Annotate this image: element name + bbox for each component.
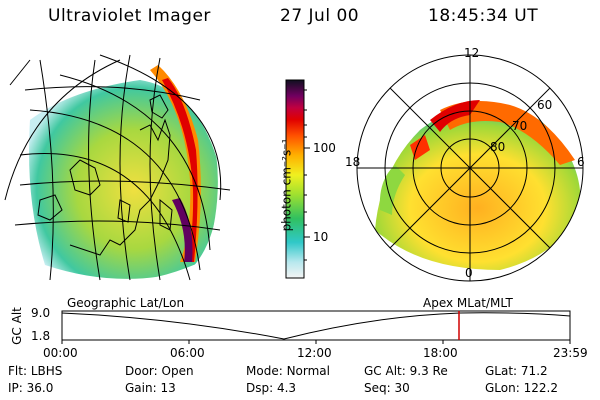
status-dsp-value: 4.3 bbox=[276, 381, 297, 395]
lat-70-label: 70 bbox=[512, 119, 528, 133]
altitude-ylabel: GC Alt bbox=[9, 307, 24, 345]
status-mode-label: Mode: bbox=[246, 364, 283, 378]
colorbar bbox=[285, 79, 310, 279]
status-gain: Gain: 13 bbox=[125, 381, 176, 395]
status-flt-label: Flt: bbox=[8, 364, 27, 378]
mlt-18-label: 18 bbox=[345, 155, 361, 169]
altitude-xtick-0000: 00:00 bbox=[43, 346, 78, 360]
right-image-caption: Apex MLat/MLT bbox=[423, 296, 513, 310]
status-glon-label: GLon: bbox=[485, 381, 520, 395]
status-seq-value: 30 bbox=[394, 381, 410, 395]
status-glon: GLon: 122.2 bbox=[485, 381, 558, 395]
status-gain-label: Gain: bbox=[125, 381, 157, 395]
altitude-plot bbox=[61, 310, 571, 344]
date-label: 27 Jul 00 bbox=[280, 6, 360, 26]
colorbar-tick-100: 100 bbox=[313, 141, 336, 155]
status-door-label: Door: bbox=[125, 364, 158, 378]
left-image-caption: Geographic Lat/Lon bbox=[67, 296, 185, 310]
mlt-0-label: 0 bbox=[465, 266, 473, 280]
status-dsp-label: Dsp: bbox=[246, 381, 274, 395]
status-glat: GLat: 71.2 bbox=[485, 364, 548, 378]
geographic-image bbox=[4, 54, 231, 281]
altitude-ytick-low: 1.8 bbox=[31, 329, 51, 343]
altitude-xtick-2359: 23:59 bbox=[553, 346, 588, 360]
altitude-xtick-1800: 18:00 bbox=[423, 346, 458, 360]
status-glat-label: GLat: bbox=[485, 364, 518, 378]
status-door: Door: Open bbox=[125, 364, 194, 378]
altitude-ytick-high: 9.0 bbox=[31, 306, 51, 320]
app-title: Ultraviolet Imager bbox=[48, 6, 211, 26]
status-seq-label: Seq: bbox=[364, 381, 391, 395]
status-mode: Mode: Normal bbox=[246, 364, 330, 378]
status-mode-value: Normal bbox=[286, 364, 330, 378]
status-gc-alt: GC Alt: 9.3 Re bbox=[364, 364, 448, 378]
time-label: 18:45:34 UT bbox=[428, 6, 539, 26]
mlat-mlt-image bbox=[356, 54, 584, 282]
lat-60-label: 60 bbox=[537, 98, 553, 112]
status-gc-alt-label: GC Alt: bbox=[364, 364, 406, 378]
status-ip-label: IP: bbox=[8, 381, 23, 395]
altitude-xtick-1200: 12:00 bbox=[297, 346, 332, 360]
status-flt: Flt: LBHS bbox=[8, 364, 62, 378]
colorbar-unit-label: photon cm⁻²s⁻¹ bbox=[279, 138, 294, 232]
status-gc-alt-value: 9.3 Re bbox=[409, 364, 448, 378]
status-dsp: Dsp: 4.3 bbox=[246, 381, 296, 395]
mlt-12-label: 12 bbox=[464, 46, 480, 60]
status-door-value: Open bbox=[161, 364, 194, 378]
mlt-6-label: 6 bbox=[577, 155, 585, 169]
status-ip: IP: 36.0 bbox=[8, 381, 53, 395]
lat-80-label: 80 bbox=[490, 140, 506, 154]
status-gain-value: 13 bbox=[160, 381, 176, 395]
status-glon-value: 122.2 bbox=[523, 381, 558, 395]
colorbar-tick-10: 10 bbox=[313, 230, 329, 244]
status-flt-value: LBHS bbox=[30, 364, 63, 378]
status-glat-value: 71.2 bbox=[520, 364, 548, 378]
altitude-xtick-0600: 06:00 bbox=[170, 346, 205, 360]
status-ip-value: 36.0 bbox=[26, 381, 54, 395]
status-seq: Seq: 30 bbox=[364, 381, 410, 395]
